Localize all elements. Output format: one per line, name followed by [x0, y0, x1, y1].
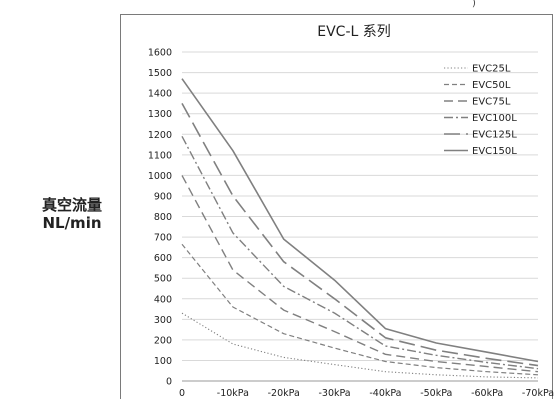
- legend-label: EVC25L: [472, 64, 511, 75]
- x-tick-label: -70kPa: [522, 388, 554, 399]
- legend: EVC25L EVC50L EVC75L EVC100L EVC125L EVC150L: [444, 64, 517, 157]
- legend-label: EVC75L: [472, 97, 511, 108]
- y-tick-label: 300: [154, 315, 172, 326]
- y-tick-label: 1100: [148, 150, 172, 161]
- y-tick-label: 800: [154, 212, 172, 223]
- legend-label: EVC150L: [472, 146, 517, 157]
- series-line-evc50l: [181, 243, 539, 376]
- y-tick-label: 600: [154, 253, 172, 264]
- x-tick-label: 0: [179, 388, 185, 399]
- y-tick-label: 1400: [148, 89, 172, 100]
- y-tick-label: 1500: [148, 68, 172, 79]
- x-tick-label: -40kPa: [369, 388, 401, 399]
- x-tick-label: -20kPa: [268, 388, 300, 399]
- y-axis-label-line-2: NL/min: [42, 214, 102, 232]
- x-tick-labels: 0 -10kPa -20kPa -30kPa -40kPa -50kPa -60kPa -70…: [179, 388, 554, 399]
- y-tick-label: 500: [154, 274, 172, 285]
- series-line-evc25l: [181, 312, 539, 379]
- y-tick-label: 200: [154, 335, 172, 346]
- y-tick-label: 900: [154, 191, 172, 202]
- y-tick-labels: 0 100 200 300 400 500 600 700 800 900 1000 1100 1200…: [148, 48, 172, 388]
- series-lines: [181, 78, 539, 379]
- y-axis-label-line-1: 真空流量: [41, 196, 102, 214]
- x-tick-label: -60kPa: [471, 388, 503, 399]
- y-tick-label: 0: [166, 377, 172, 388]
- series-line-evc150l: [181, 78, 539, 363]
- series-line-evc100l: [181, 135, 539, 370]
- series-line-evc75l: [181, 175, 539, 373]
- y-tick-label: 1300: [148, 109, 172, 120]
- y-tick-label: 1000: [148, 171, 172, 182]
- y-tick-label: 1200: [148, 130, 172, 141]
- chart-frame: [120, 14, 553, 399]
- legend-label: EVC100L: [472, 113, 517, 124]
- x-tick-label: -10kPa: [217, 388, 249, 399]
- y-tick-label: 100: [154, 356, 172, 367]
- top-caption: ): [472, 0, 476, 9]
- legend-label: EVC50L: [472, 80, 511, 91]
- y-tick-label: 700: [154, 233, 172, 244]
- legend-label: EVC125L: [472, 130, 517, 141]
- x-tick-label: -50kPa: [420, 388, 452, 399]
- y-tick-label: 400: [154, 294, 172, 305]
- grid: [182, 51, 538, 361]
- x-tick-label: -30kPa: [318, 388, 350, 399]
- y-axis-label: 真空流量 NL/min: [24, 196, 120, 232]
- y-tick-label: 1600: [148, 48, 172, 59]
- series-line-evc125l: [181, 103, 539, 367]
- chart-title: EVC-L 系列: [317, 24, 391, 40]
